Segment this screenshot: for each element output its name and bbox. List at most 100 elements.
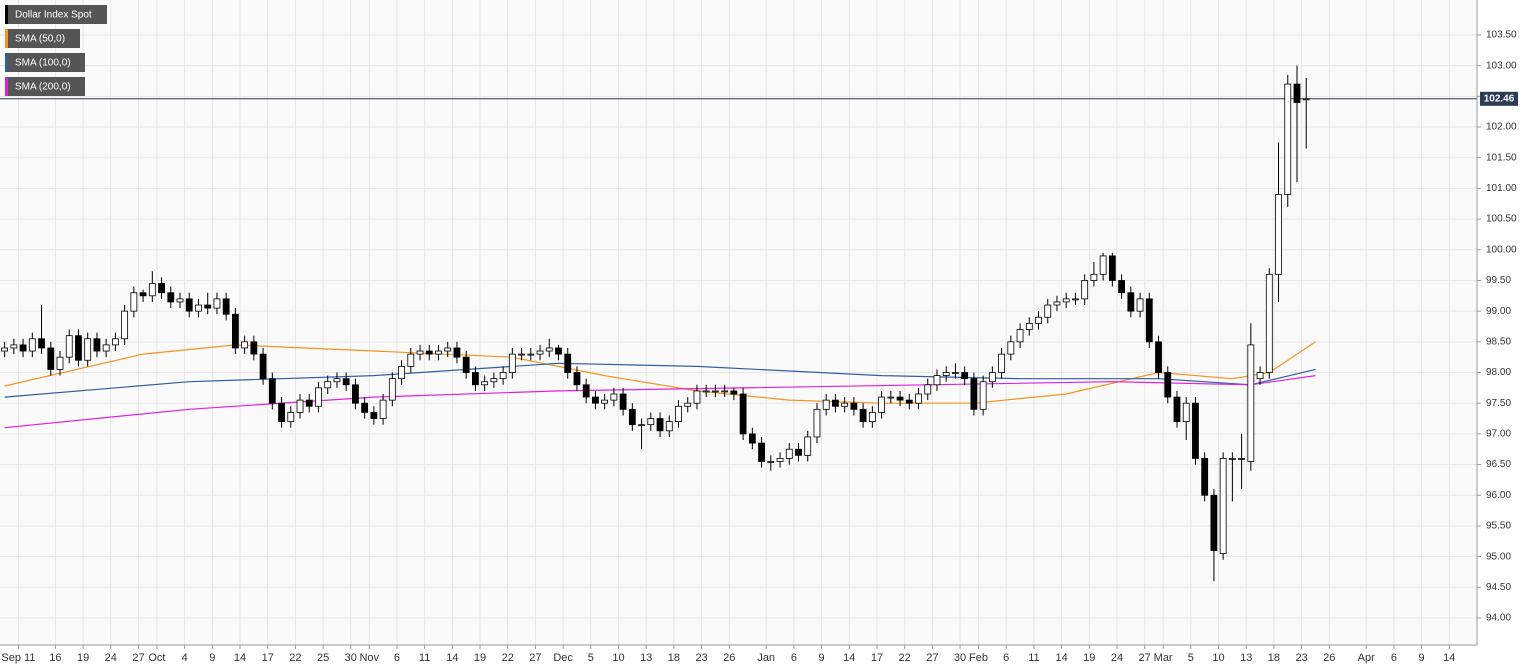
candle-body bbox=[268, 378, 276, 404]
candle-body bbox=[665, 421, 673, 432]
x-tick-label: 13 bbox=[640, 652, 652, 664]
candle-body bbox=[213, 298, 221, 309]
candle-body bbox=[1035, 316, 1042, 324]
y-tick-label: 97.00 bbox=[1486, 429, 1511, 440]
candle-body bbox=[915, 393, 922, 404]
legend-label: SMA (200,0) bbox=[15, 82, 71, 93]
x-tick-label: 5 bbox=[588, 652, 594, 664]
candle-body bbox=[185, 298, 193, 312]
y-tick-label: 96.00 bbox=[1486, 490, 1511, 501]
candle-body bbox=[158, 283, 165, 294]
legend-swatch bbox=[5, 29, 8, 48]
candle-body bbox=[518, 353, 525, 356]
candle-body bbox=[878, 396, 885, 413]
candle-body bbox=[712, 390, 719, 393]
candle-body bbox=[592, 396, 599, 404]
x-tick-label: Oct bbox=[148, 652, 165, 664]
candle-body bbox=[721, 390, 729, 393]
x-tick-label: 17 bbox=[262, 652, 274, 664]
candle-body bbox=[619, 393, 627, 410]
candle-body bbox=[1044, 304, 1052, 318]
candle-body bbox=[435, 350, 442, 355]
candle-body bbox=[1247, 344, 1255, 462]
candle-body bbox=[56, 356, 64, 370]
candle-body bbox=[222, 298, 230, 315]
x-tick-label: Dec bbox=[553, 652, 573, 664]
candle-body bbox=[527, 353, 535, 356]
x-tick-label: 22 bbox=[289, 652, 301, 664]
candle-body bbox=[693, 390, 701, 404]
candle-body bbox=[38, 338, 45, 349]
candle-body bbox=[250, 341, 258, 355]
x-tick-label: 24 bbox=[105, 652, 117, 664]
candle-body bbox=[259, 353, 267, 380]
x-tick-label: 14 bbox=[1443, 652, 1455, 664]
candle-body bbox=[333, 378, 341, 383]
candle-body bbox=[167, 292, 175, 303]
candle-body bbox=[19, 344, 27, 352]
x-tick-label: 9 bbox=[819, 652, 825, 664]
candle-body bbox=[859, 408, 867, 423]
y-tick-label: 99.00 bbox=[1486, 306, 1511, 317]
candle-body bbox=[111, 338, 119, 346]
legend-swatch bbox=[5, 5, 8, 24]
candle-body bbox=[121, 310, 129, 340]
candle-body bbox=[998, 353, 1005, 373]
candle-body bbox=[1219, 458, 1227, 554]
candle-body bbox=[508, 353, 516, 373]
candle-body bbox=[361, 402, 369, 413]
candle-body bbox=[868, 412, 876, 423]
candle-body bbox=[1155, 341, 1162, 373]
candle-body bbox=[896, 396, 904, 401]
candle-body bbox=[739, 393, 747, 435]
x-tick-label: 27 bbox=[132, 652, 144, 664]
candle-body bbox=[730, 390, 738, 395]
candle-body bbox=[352, 384, 359, 404]
y-tick-label: 100.00 bbox=[1486, 244, 1517, 255]
x-tick-label: 27 bbox=[529, 652, 541, 664]
candle-body bbox=[425, 350, 433, 355]
candle-body bbox=[481, 381, 489, 386]
candle-body bbox=[241, 341, 249, 349]
x-tick-label: 18 bbox=[668, 652, 680, 664]
candle-body bbox=[388, 378, 396, 401]
x-tick-label: 26 bbox=[1323, 652, 1335, 664]
candle-body bbox=[647, 418, 655, 426]
candle-body bbox=[924, 384, 932, 395]
x-tick-label: Mar bbox=[1154, 652, 1173, 664]
plot-area bbox=[0, 0, 1477, 645]
candle-body bbox=[1265, 273, 1273, 373]
candle-body bbox=[822, 399, 830, 410]
candle-body bbox=[804, 436, 812, 456]
candle-body bbox=[287, 412, 295, 423]
y-tick-label: 94.50 bbox=[1486, 582, 1511, 593]
candle-body bbox=[1145, 298, 1153, 343]
candle-body bbox=[1016, 329, 1024, 343]
candle-body bbox=[942, 372, 950, 376]
y-tick-label: 102.00 bbox=[1486, 122, 1517, 133]
candle-body bbox=[1302, 98, 1310, 101]
candle-body bbox=[28, 338, 36, 352]
candle-body bbox=[379, 399, 387, 419]
candle-body bbox=[1275, 194, 1282, 275]
x-tick-label: 27 bbox=[926, 652, 938, 664]
x-tick-label: 10 bbox=[1212, 652, 1224, 664]
sma-line bbox=[4, 362, 1316, 398]
candle-body bbox=[296, 399, 304, 413]
x-tick-label: 5 bbox=[1188, 652, 1194, 664]
y-tick-label: 95.00 bbox=[1486, 551, 1511, 562]
y-tick-label: 103.50 bbox=[1486, 30, 1517, 41]
x-tick-label: Nov bbox=[359, 652, 379, 664]
candle-body bbox=[545, 347, 553, 352]
x-tick-label: 6 bbox=[1391, 652, 1397, 664]
candle-body bbox=[832, 399, 839, 407]
candle-body bbox=[1182, 402, 1190, 423]
candle-body bbox=[148, 283, 156, 297]
x-tick-label: 19 bbox=[77, 652, 89, 664]
x-tick-label: 11 bbox=[419, 652, 430, 664]
x-tick-label: 17 bbox=[871, 652, 883, 664]
x-tick-label: 19 bbox=[474, 652, 486, 664]
x-tick-label: 25 bbox=[317, 652, 329, 664]
candle-body bbox=[472, 372, 479, 386]
